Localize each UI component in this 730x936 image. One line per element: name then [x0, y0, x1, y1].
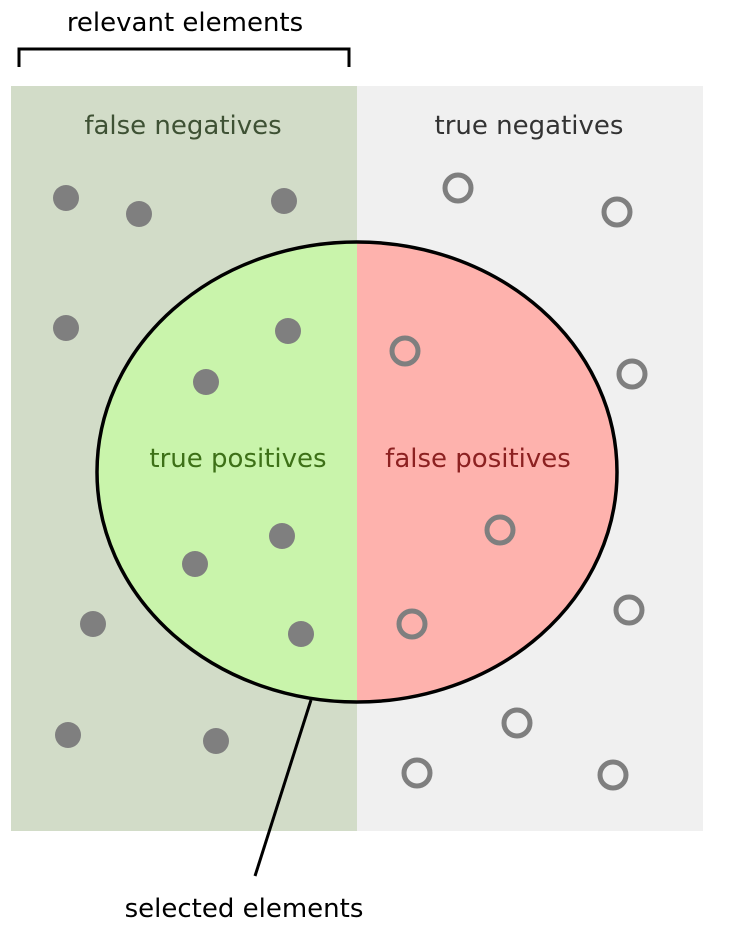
filled-dot-icon: [269, 523, 295, 549]
filled-dot-icon: [126, 201, 152, 227]
filled-dot-icon: [288, 621, 314, 647]
hollow-ring-icon: [396, 608, 428, 640]
hollow-ring-icon: [501, 707, 533, 739]
filled-dot-icon: [53, 315, 79, 341]
hollow-ring-icon: [401, 757, 433, 789]
true-negatives-label: true negatives: [435, 111, 624, 141]
hollow-ring-icon: [389, 335, 421, 367]
hollow-ring-icon: [616, 358, 648, 390]
relevant-elements-bracket: [17, 47, 351, 67]
filled-dot-icon: [275, 318, 301, 344]
filled-dot-icon: [80, 611, 106, 637]
hollow-ring-icon: [484, 514, 516, 546]
filled-dot-icon: [271, 188, 297, 214]
hollow-ring-icon: [601, 196, 633, 228]
filled-dot-icon: [193, 369, 219, 395]
selected-elements-label: selected elements: [125, 894, 364, 924]
filled-dot-icon: [203, 728, 229, 754]
true-positives-label: true positives: [149, 444, 326, 474]
relevant-elements-label: relevant elements: [67, 8, 303, 38]
filled-dot-icon: [53, 185, 79, 211]
filled-dot-icon: [182, 551, 208, 577]
false-positives-label: false positives: [385, 444, 571, 474]
non-relevant-rings: [389, 172, 648, 791]
hollow-ring-icon: [597, 759, 629, 791]
hollow-ring-icon: [442, 172, 474, 204]
selected-elements-pointer: [253, 699, 313, 877]
filled-dot-icon: [55, 722, 81, 748]
relevant-dots: [53, 185, 314, 754]
selected-ellipse-outline: [95, 240, 619, 704]
false-negatives-label: false negatives: [84, 111, 281, 141]
hollow-ring-icon: [613, 594, 645, 626]
